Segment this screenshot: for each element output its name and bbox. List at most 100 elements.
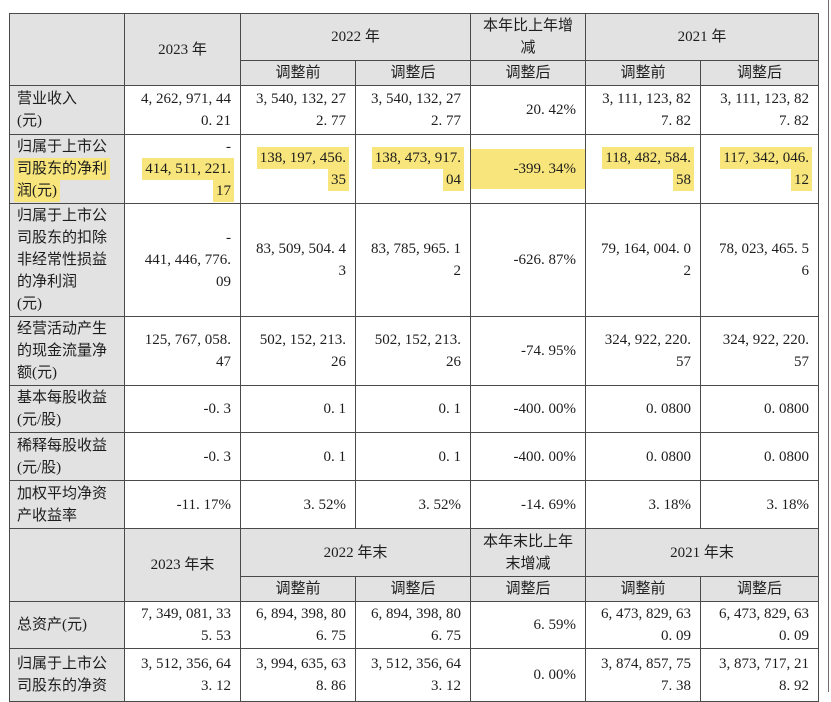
cell-line: 3. 52% [357, 494, 470, 516]
value-cell: 6, 473, 829, 63 0. 09 [585, 601, 701, 649]
value-cell: 324, 922, 220. 57 [585, 316, 701, 386]
cell-text: 83, 785, 965. 1 [371, 241, 461, 257]
row-label: 基本每股收益 (元/股) [9, 385, 125, 433]
cell-line: 3, 994, 635, 63 [242, 653, 355, 675]
cell-line: 润(元) [11, 180, 124, 202]
cell-line: 8. 92 [702, 675, 818, 697]
cell-text: 57 [794, 354, 809, 370]
cell-line: 经营活动产生 [11, 318, 124, 340]
cell-line: (元/股) [11, 457, 124, 479]
cell-text: 产收益率 [17, 507, 78, 524]
cell-line: (元/股) [11, 409, 124, 431]
year-single-header: 2023 年 [124, 13, 241, 86]
cell-line: 归属于上市公 [11, 136, 124, 158]
cell-text: 2. 77 [431, 113, 461, 129]
cell-line: 26 [242, 351, 355, 373]
cell-text: -74. 95% [521, 343, 576, 359]
cell-text: 3, 994, 635, 63 [256, 656, 346, 672]
cell-text: -0. 3 [203, 448, 232, 465]
cell-line: 3, 512, 356, 64 [357, 653, 470, 675]
cell-line: 0. 1 [357, 446, 470, 468]
cell-text: -0. 3 [203, 401, 232, 417]
cell-text: 0. 21 [201, 113, 231, 129]
cell-line: 3. 18% [702, 494, 818, 516]
cell-text: 2 [453, 263, 462, 279]
cell-text: 0. 1 [323, 448, 347, 465]
table-row: 调整前 调整后 调整后 调整前 调整后 [10, 576, 819, 602]
cell-text: 0. 0800 [764, 448, 809, 465]
value-cell: 3, 540, 132, 27 2. 77 [355, 85, 471, 135]
value-cell: 0. 1 [240, 432, 356, 481]
cell-text: 的现金流量净 [17, 343, 108, 359]
cell-text: 减 [520, 40, 536, 56]
value-cell: 3, 512, 356, 64 3. 12 [355, 648, 471, 702]
subheader-after-adjust: 调整后 [700, 576, 819, 602]
cell-text: 09 [216, 274, 231, 290]
cell-line: 3, 540, 132, 27 [357, 88, 470, 110]
cell-text: 归属于上市公 [17, 139, 108, 155]
cell-line: 83, 509, 504. 4 [242, 238, 355, 260]
table-row: 归属于上市公 司股东的扣除 非经常性损益 的净利润 (元) - 441, 446, 776.… [9, 203, 819, 317]
cell-line: 司股东的扣除 [11, 227, 124, 249]
cell-text: 0. 1 [438, 448, 462, 465]
value-cell: 83, 785, 965. 1 2 [355, 203, 471, 317]
cell-line: -74. 95% [472, 340, 585, 362]
cell-text: 3. 18% [766, 496, 810, 513]
subheader-after-adjust: 调整后 [355, 576, 471, 602]
value-cell: 138, 473, 917. 04 [355, 134, 471, 204]
cell-line: 6, 473, 829, 63 [702, 603, 818, 625]
cell-line: 04 [357, 169, 470, 191]
cell-text: 润(元) [14, 180, 60, 202]
cell-line: 78, 023, 465. 5 [702, 238, 818, 260]
cell-text: 额(元) [17, 365, 57, 381]
cell-line: 414, 511, 221. [126, 158, 240, 180]
cell-text: 6, 894, 398, 80 [256, 606, 346, 622]
cell-text: 3, 540, 132, 27 [371, 91, 461, 107]
cell-line: 0. 0800 [587, 446, 700, 468]
cell-text: 0. 00% [533, 667, 577, 683]
cell-text: - [226, 139, 231, 155]
year-group-a-header: 2022 年末 [240, 528, 471, 577]
cell-line: 7. 82 [702, 110, 818, 132]
cell-text: 非经常性损益 [17, 252, 108, 268]
cell-line: 6. 75 [357, 625, 470, 647]
cell-line: 3. 18% [587, 494, 700, 516]
cell-text: 35 [328, 169, 349, 191]
subheader-after-adjust: 调整后 [470, 60, 586, 86]
cell-text: (元/股) [17, 459, 62, 476]
value-cell: 4, 262, 971, 44 0. 21 [124, 85, 241, 135]
cell-text: 基本每股收益 [17, 390, 108, 406]
cell-line: 的净利润 [11, 271, 124, 293]
value-cell: 138, 197, 456. 35 [240, 134, 356, 204]
change-column-header: 本年比上年增减 [470, 13, 586, 61]
cell-text: 17 [213, 180, 234, 202]
cell-line: 6. 75 [242, 625, 355, 647]
value-cell: 3. 18% [585, 480, 701, 529]
cell-text: -14. 69% [521, 496, 576, 513]
cell-line: -11. 17% [126, 494, 240, 516]
cell-text: 经营活动产生 [17, 321, 108, 337]
cell-text: 118, 482, 584. [602, 147, 694, 169]
cell-line: 6. 59% [472, 614, 585, 636]
cell-text: 司股东的净资 [17, 678, 108, 694]
cell-line: 8. 86 [242, 675, 355, 697]
cell-text: 3, 874, 857, 75 [601, 656, 691, 672]
value-cell: 118, 482, 584. 58 [585, 134, 701, 204]
value-cell: 0. 1 [355, 432, 471, 481]
cell-line: 12 [702, 169, 818, 191]
cell-line: 09 [126, 271, 240, 293]
cell-text: -11. 17% [176, 496, 231, 513]
cell-line: 0. 0800 [587, 398, 700, 420]
cell-line: 产收益率 [11, 505, 124, 527]
cell-line: -400. 00% [472, 446, 585, 468]
cell-text: 138, 197, 456. [256, 147, 349, 169]
value-cell: 6, 894, 398, 80 6. 75 [355, 601, 471, 649]
cell-text: 26 [331, 354, 346, 370]
cell-line: 58 [587, 169, 700, 191]
change-column-header: 本年末比上年 末增减 [470, 528, 586, 577]
cell-line: 减 [472, 37, 585, 59]
cell-line: 6, 894, 398, 80 [357, 603, 470, 625]
cell-text: 3, 512, 356, 64 [371, 656, 461, 672]
cell-line: 营业收入 [11, 88, 124, 110]
cell-text: 0. 0800 [646, 401, 691, 417]
